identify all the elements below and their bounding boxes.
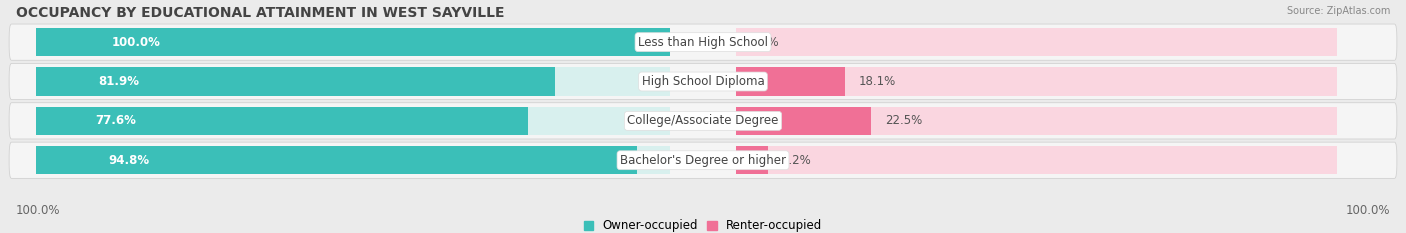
Text: 100.0%: 100.0% <box>15 204 60 217</box>
Text: 100.0%: 100.0% <box>112 36 162 49</box>
FancyBboxPatch shape <box>8 24 1398 60</box>
Bar <box>37 28 669 56</box>
Bar <box>37 146 669 175</box>
Bar <box>37 107 669 135</box>
Bar <box>737 146 768 175</box>
Bar <box>737 107 872 135</box>
Text: 22.5%: 22.5% <box>884 114 922 127</box>
FancyBboxPatch shape <box>8 142 1398 178</box>
Bar <box>37 28 669 56</box>
Text: High School Diploma: High School Diploma <box>641 75 765 88</box>
Legend: Owner-occupied, Renter-occupied: Owner-occupied, Renter-occupied <box>583 219 823 233</box>
FancyBboxPatch shape <box>8 63 1398 100</box>
Bar <box>737 67 1337 96</box>
Text: 100.0%: 100.0% <box>1346 204 1391 217</box>
Text: 5.2%: 5.2% <box>780 154 811 167</box>
Text: Bachelor's Degree or higher: Bachelor's Degree or higher <box>620 154 786 167</box>
Text: 18.1%: 18.1% <box>858 75 896 88</box>
Text: 94.8%: 94.8% <box>108 154 149 167</box>
Bar <box>737 67 845 96</box>
Text: 0.0%: 0.0% <box>749 36 779 49</box>
Bar <box>737 28 1337 56</box>
Text: 77.6%: 77.6% <box>96 114 136 127</box>
Text: College/Associate Degree: College/Associate Degree <box>627 114 779 127</box>
Bar <box>737 146 1337 175</box>
Bar <box>37 67 555 96</box>
Bar <box>737 107 1337 135</box>
FancyBboxPatch shape <box>8 103 1398 139</box>
Bar <box>37 67 669 96</box>
Bar <box>37 146 637 175</box>
Text: Less than High School: Less than High School <box>638 36 768 49</box>
Text: Source: ZipAtlas.com: Source: ZipAtlas.com <box>1286 6 1391 16</box>
Bar <box>37 107 527 135</box>
Text: OCCUPANCY BY EDUCATIONAL ATTAINMENT IN WEST SAYVILLE: OCCUPANCY BY EDUCATIONAL ATTAINMENT IN W… <box>15 6 505 20</box>
Text: 81.9%: 81.9% <box>98 75 139 88</box>
